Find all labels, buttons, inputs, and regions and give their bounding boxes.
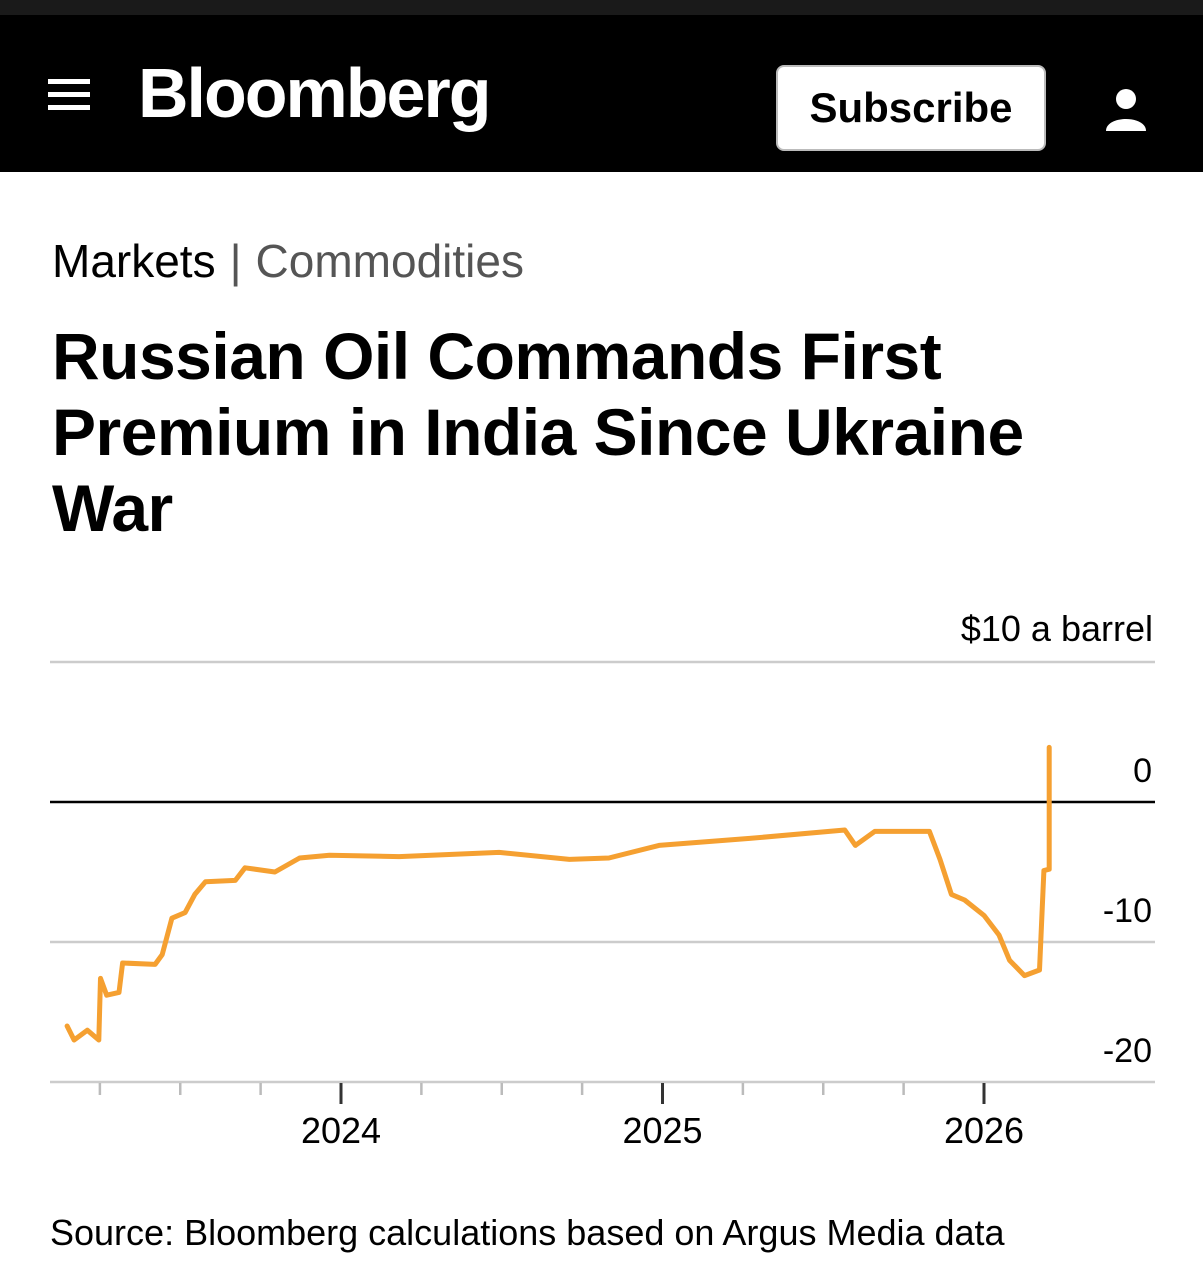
breadcrumb-separator: |	[229, 235, 242, 287]
chart-source: Source: Bloomberg calculations based on …	[50, 1212, 1005, 1253]
y-tick-label: -10	[1103, 892, 1152, 930]
hamburger-menu-icon[interactable]	[48, 77, 90, 113]
x-tick-label: 2026	[944, 1110, 1024, 1151]
article-title: Russian Oil Commands First Premium in In…	[52, 319, 1024, 545]
x-tick-label: 2025	[622, 1110, 702, 1151]
chart: 0 -10 -20 2024 2025 2026	[50, 660, 1155, 1151]
breadcrumb-commodities[interactable]: Commodities	[255, 235, 524, 287]
breadcrumb: Markets | Commodities	[52, 234, 524, 288]
y-tick-label: -20	[1103, 1032, 1152, 1070]
subscribe-button[interactable]: Subscribe	[776, 65, 1046, 151]
breadcrumb-markets[interactable]: Markets	[52, 235, 216, 287]
bloomberg-logo[interactable]: Bloomberg	[138, 54, 491, 132]
x-tick-label: 2024	[301, 1110, 381, 1151]
status-strip	[0, 0, 1203, 15]
user-icon[interactable]	[1104, 87, 1148, 131]
site-header: Bloomberg Subscribe	[0, 15, 1203, 172]
y-tick-label: 0	[1133, 752, 1152, 790]
series-line	[64, 744, 1052, 1043]
y-axis-unit-label: $10 a barrel	[960, 608, 1153, 649]
